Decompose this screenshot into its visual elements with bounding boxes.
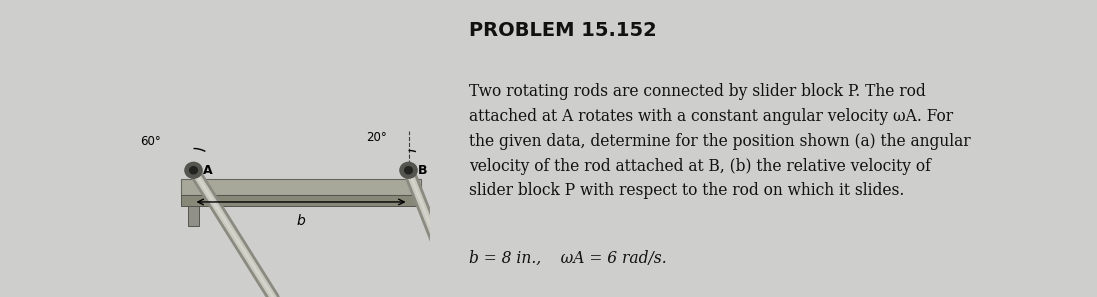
Text: Two rotating rods are connected by slider block P. The rod
attached at A rotates: Two rotating rods are connected by slide… xyxy=(468,83,970,199)
Circle shape xyxy=(190,167,197,174)
Text: PROBLEM 15.152: PROBLEM 15.152 xyxy=(468,21,656,40)
Circle shape xyxy=(405,167,412,174)
Text: 60°: 60° xyxy=(140,135,161,148)
Text: B: B xyxy=(418,164,428,177)
Bar xyxy=(181,195,421,206)
Text: 20°: 20° xyxy=(366,131,386,143)
Circle shape xyxy=(185,162,202,178)
Text: b: b xyxy=(296,214,305,228)
Text: A: A xyxy=(203,164,213,177)
Bar xyxy=(181,179,421,195)
Bar xyxy=(189,206,199,226)
Circle shape xyxy=(400,162,417,178)
Text: b = 8 in.,    ωA = 6 rad/s.: b = 8 in., ωA = 6 rad/s. xyxy=(468,250,666,267)
